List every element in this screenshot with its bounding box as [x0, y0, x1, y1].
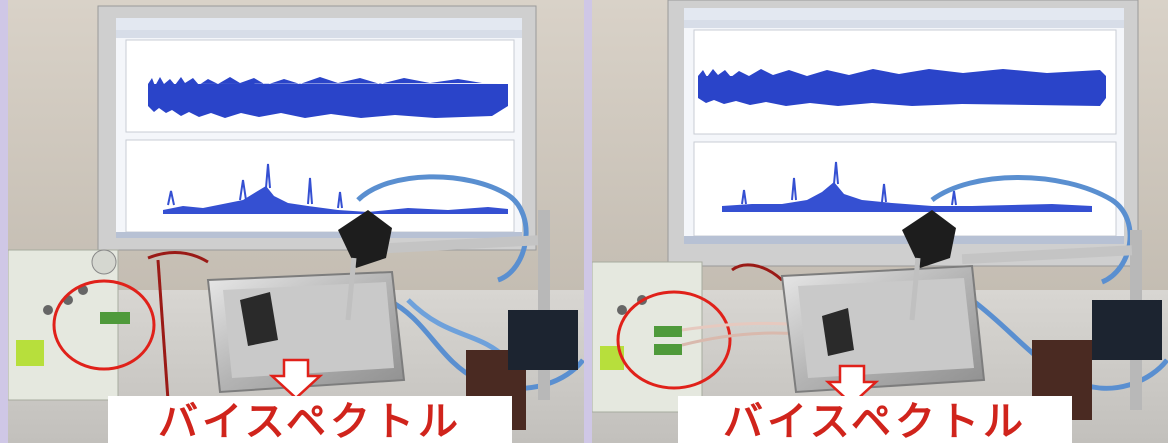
upper-waveform: [698, 76, 1106, 98]
highlight-circle: [616, 290, 732, 390]
highlight-circle: [52, 279, 156, 371]
right-photo-caption: バイスペクトル: [678, 396, 1072, 443]
right-photo-image: [592, 0, 1168, 443]
down-arrow: [268, 358, 324, 400]
stand-rod: [538, 210, 550, 400]
left-photo-caption: バイスペクトル: [108, 396, 512, 443]
function-generator: [592, 261, 703, 413]
lower-waveform: [722, 182, 1092, 212]
left-photo-image: [8, 0, 584, 443]
lower-waveform: [163, 186, 508, 214]
right-photo: バイスペクトル: [592, 0, 1168, 443]
upper-waveform: [148, 84, 508, 106]
down-arrow: [824, 364, 880, 406]
function-generator: [8, 249, 119, 401]
left-photo: バイスペクトル: [8, 0, 584, 443]
